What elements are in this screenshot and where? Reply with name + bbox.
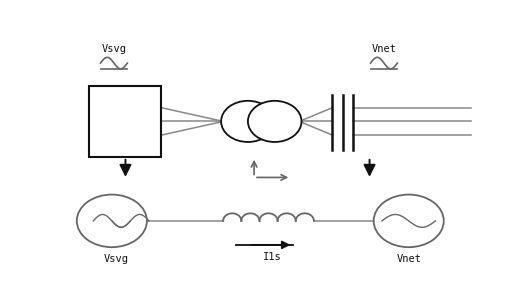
Text: Vsvg: Vsvg: [102, 44, 127, 54]
Ellipse shape: [221, 101, 275, 142]
Text: I1s: I1s: [263, 252, 282, 262]
Bar: [89, 86, 161, 157]
Ellipse shape: [248, 101, 302, 142]
Ellipse shape: [373, 195, 444, 247]
Text: Vnet: Vnet: [371, 44, 396, 54]
Text: Vsvg: Vsvg: [104, 254, 128, 264]
Text: Vnet: Vnet: [396, 254, 421, 264]
Text: SVG: SVG: [104, 112, 147, 130]
Ellipse shape: [77, 195, 147, 247]
